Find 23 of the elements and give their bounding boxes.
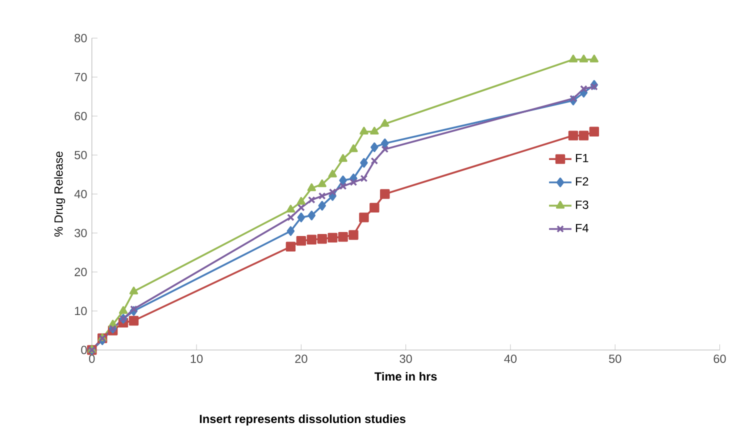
legend-label: F4 <box>576 224 588 232</box>
y-tick-label: 50 <box>74 150 87 160</box>
y-tick-label: 30 <box>74 228 87 238</box>
y-tick-label: 80 <box>74 34 87 42</box>
x-axis-title: Time in hrs <box>374 372 437 381</box>
x-tick-label: 10 <box>190 354 203 363</box>
x-tick-label: 50 <box>609 354 622 363</box>
y-tick-label: 10 <box>75 306 87 316</box>
y-tick-label: 0 <box>81 346 87 354</box>
legend-label: F2 <box>576 177 588 186</box>
y-tick-label: 40 <box>74 190 87 198</box>
x-tick-label: 0 <box>89 354 95 363</box>
text: Insert represents dissolution studies <box>200 414 406 426</box>
y-axis-title: % Drug Release <box>54 152 66 237</box>
y-tick-label: 70 <box>74 72 87 82</box>
legend-label: F3 <box>576 200 588 209</box>
x-tick-label: 40 <box>504 354 517 363</box>
y-tick-label: 60 <box>74 112 87 120</box>
legend-label: F1 <box>576 154 588 162</box>
x-tick-label: 30 <box>400 354 412 363</box>
y-tick-label: 20 <box>74 268 87 276</box>
x-tick-label: 20 <box>295 354 308 363</box>
x-tick-label: 60 <box>714 354 726 363</box>
